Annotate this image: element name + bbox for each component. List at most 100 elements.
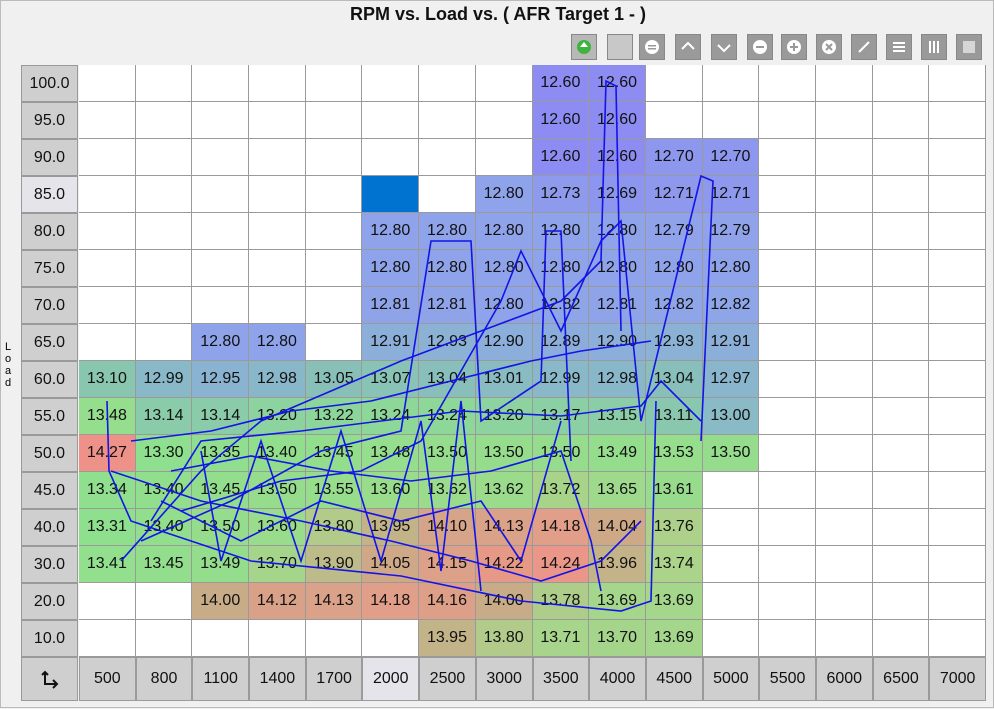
toolbar-button[interactable]: [607, 34, 633, 60]
cell[interactable]: 12.60: [589, 102, 646, 139]
cell[interactable]: [929, 287, 986, 324]
cell[interactable]: [702, 620, 760, 657]
toolbar-button[interactable]: [781, 34, 807, 60]
cell[interactable]: 12.79: [645, 213, 703, 250]
cell[interactable]: 12.70: [702, 139, 760, 176]
cell[interactable]: 12.99: [135, 361, 193, 398]
cell[interactable]: [872, 583, 930, 620]
cell[interactable]: 13.72: [532, 472, 590, 509]
cell[interactable]: 12.91: [702, 324, 760, 361]
cell[interactable]: [192, 620, 250, 657]
cell[interactable]: [192, 139, 250, 176]
cell[interactable]: [305, 139, 363, 176]
cell[interactable]: [79, 102, 136, 139]
cell[interactable]: 13.76: [645, 509, 703, 546]
cell[interactable]: [249, 620, 306, 657]
cell[interactable]: [929, 546, 986, 583]
cell[interactable]: 12.80: [192, 324, 250, 361]
cell[interactable]: 13.80: [475, 620, 533, 657]
cell[interactable]: 12.80: [589, 250, 646, 287]
cell[interactable]: 13.50: [702, 435, 760, 472]
cell[interactable]: 13.78: [532, 583, 590, 620]
cell[interactable]: [759, 65, 816, 102]
cell[interactable]: [815, 65, 873, 102]
cell[interactable]: [305, 176, 363, 213]
toolbar-button[interactable]: [639, 34, 665, 60]
cell[interactable]: 12.95: [192, 361, 250, 398]
cell[interactable]: [815, 546, 873, 583]
cell[interactable]: 14.27: [79, 435, 136, 472]
cell[interactable]: [872, 435, 930, 472]
cell[interactable]: [759, 102, 816, 139]
cell[interactable]: [872, 472, 930, 509]
cell[interactable]: [759, 620, 816, 657]
cell[interactable]: 12.98: [589, 361, 646, 398]
cell[interactable]: 13.45: [135, 546, 193, 583]
cell[interactable]: [759, 361, 816, 398]
cell[interactable]: 12.80: [532, 213, 590, 250]
cell[interactable]: 14.05: [362, 546, 420, 583]
cell[interactable]: 13.14: [192, 398, 250, 435]
cell[interactable]: 13.69: [589, 583, 646, 620]
cell[interactable]: 13.04: [645, 361, 703, 398]
cell[interactable]: [759, 139, 816, 176]
cell[interactable]: 12.80: [645, 250, 703, 287]
cell[interactable]: [249, 250, 306, 287]
cell[interactable]: [759, 583, 816, 620]
cell[interactable]: [872, 361, 930, 398]
cell[interactable]: [135, 139, 193, 176]
toolbar-button[interactable]: [886, 34, 912, 60]
cell[interactable]: [815, 324, 873, 361]
cell[interactable]: [815, 472, 873, 509]
cell[interactable]: [305, 287, 363, 324]
cell[interactable]: [872, 620, 930, 657]
cell[interactable]: [815, 250, 873, 287]
cell[interactable]: 13.11: [645, 398, 703, 435]
cell[interactable]: 13.31: [79, 509, 136, 546]
cell[interactable]: [192, 287, 250, 324]
cell[interactable]: [872, 102, 930, 139]
cell[interactable]: 13.20: [475, 398, 533, 435]
cell[interactable]: 13.60: [249, 509, 306, 546]
cell[interactable]: [79, 213, 136, 250]
cell[interactable]: [305, 620, 363, 657]
cell[interactable]: [872, 139, 930, 176]
cell[interactable]: [702, 509, 760, 546]
cell[interactable]: 13.15: [589, 398, 646, 435]
cell[interactable]: [759, 435, 816, 472]
cell[interactable]: [759, 213, 816, 250]
cell[interactable]: 13.69: [645, 620, 703, 657]
cell[interactable]: [929, 509, 986, 546]
cell[interactable]: [475, 102, 533, 139]
cell[interactable]: 12.90: [589, 324, 646, 361]
cell[interactable]: 13.80: [305, 509, 363, 546]
cell[interactable]: [872, 287, 930, 324]
cell[interactable]: [872, 176, 930, 213]
cell[interactable]: [815, 435, 873, 472]
cell[interactable]: [872, 324, 930, 361]
cell[interactable]: 12.80: [249, 324, 306, 361]
cell[interactable]: [929, 435, 986, 472]
cell[interactable]: 13.71: [532, 620, 590, 657]
cell[interactable]: 14.22: [475, 546, 533, 583]
cell[interactable]: 13.45: [305, 435, 363, 472]
cell[interactable]: [79, 139, 136, 176]
cell[interactable]: [759, 472, 816, 509]
cell[interactable]: 12.80: [419, 213, 476, 250]
cell[interactable]: 12.89: [532, 324, 590, 361]
cell[interactable]: [929, 250, 986, 287]
cell[interactable]: [362, 620, 420, 657]
cell[interactable]: 13.45: [192, 472, 250, 509]
cell[interactable]: 13.07: [362, 361, 420, 398]
cell[interactable]: 12.82: [645, 287, 703, 324]
cell[interactable]: [305, 324, 363, 361]
cell[interactable]: [135, 102, 193, 139]
cell[interactable]: 13.53: [645, 435, 703, 472]
cell[interactable]: 13.22: [305, 398, 363, 435]
cell[interactable]: 12.80: [362, 250, 420, 287]
cell[interactable]: 12.60: [589, 139, 646, 176]
cell[interactable]: 13.01: [475, 361, 533, 398]
cell[interactable]: [305, 102, 363, 139]
cell[interactable]: [759, 250, 816, 287]
cell[interactable]: [645, 65, 703, 102]
